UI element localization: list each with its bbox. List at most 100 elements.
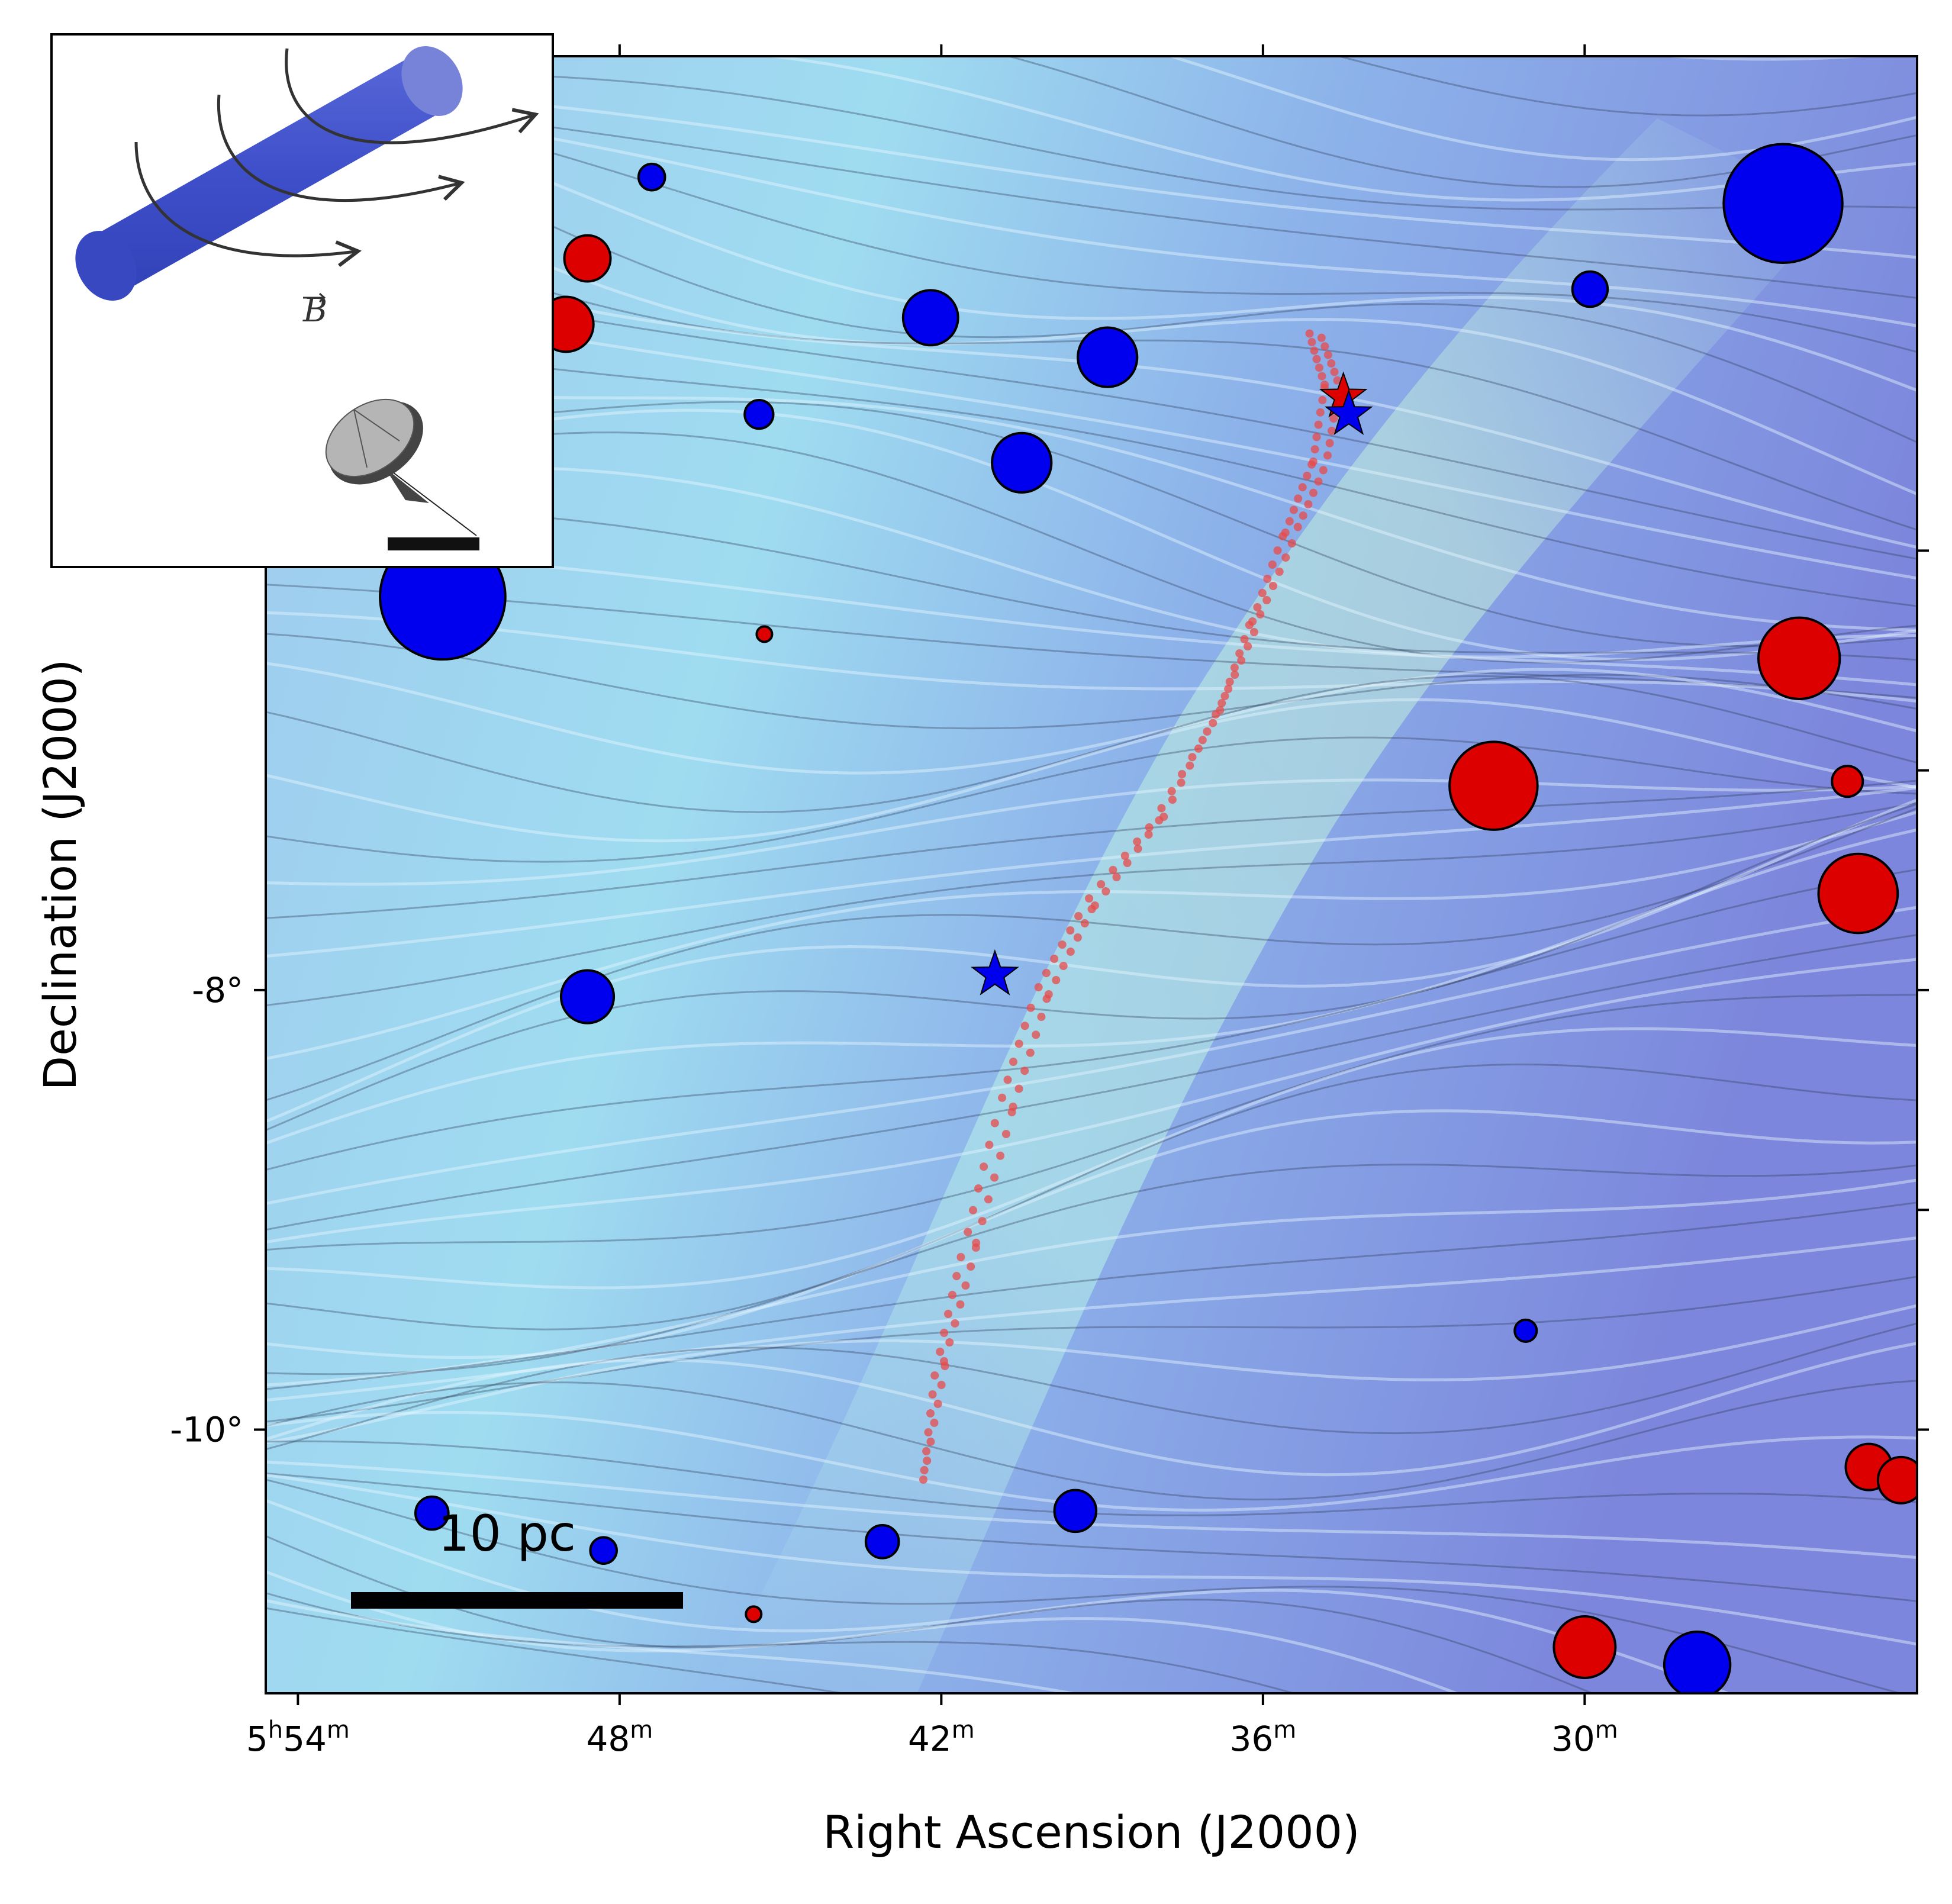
filament-dot (956, 1300, 965, 1309)
filament-dot (1307, 338, 1316, 346)
filament-dot (1052, 976, 1061, 984)
filament-dot (1133, 845, 1142, 853)
filament-dot (1235, 649, 1244, 658)
streamline (266, 633, 1917, 730)
streamline (266, 1063, 1917, 1330)
filament-dot (952, 1272, 961, 1280)
filament-dot (1009, 1103, 1017, 1111)
filament-dot (1273, 546, 1282, 555)
streamline (266, 810, 1917, 1061)
streamline (266, 1535, 1595, 1693)
filament-dot (998, 1093, 1007, 1102)
y-tick-label: -8° (192, 970, 243, 1010)
filament-dot (964, 1228, 972, 1236)
filament-dot (933, 1400, 942, 1408)
filament-dot (1167, 787, 1176, 795)
filament-dot (1275, 568, 1284, 576)
filament-dot (1256, 610, 1265, 618)
streamline (266, 1164, 1917, 1375)
filament-dot (990, 1119, 999, 1127)
filament-dot (1009, 1058, 1017, 1066)
filament-dot (1225, 678, 1234, 686)
filament-dot (945, 1338, 954, 1346)
y-tick-label: -10° (170, 1409, 243, 1449)
streamline (266, 1570, 1461, 1693)
filament (919, 329, 1342, 1484)
filament-dot (1026, 1003, 1035, 1012)
filament-dot (1248, 617, 1257, 626)
streamline (266, 1342, 1917, 1477)
filament-dot (1310, 346, 1319, 355)
inset-frame (50, 33, 554, 568)
filament-dot (1085, 894, 1094, 903)
scale-bar-label: 10 pc (438, 1504, 576, 1562)
filament-dot (1325, 439, 1334, 447)
streamline (266, 1478, 1903, 1693)
streamline (266, 828, 1917, 1145)
streamline (266, 786, 1917, 958)
axis-tick-labels: 5h54m 48m 42m 36m 30m -8° -10° (170, 970, 1618, 1759)
filament-glow-band (710, 118, 1835, 1693)
blue-circle-marker (1722, 143, 1844, 264)
filament-dot (919, 1475, 927, 1484)
inset-panel: B (50, 33, 554, 568)
filament-dot (1281, 529, 1290, 537)
blue-star-marker (1324, 389, 1373, 435)
streamline (266, 1473, 1917, 1602)
streamline (266, 994, 1917, 1251)
streamline (266, 56, 1917, 202)
filament-dot (1304, 500, 1313, 508)
filament-dot (1230, 663, 1239, 672)
blue-circle-marker (1663, 1631, 1732, 1693)
filament-dot (1249, 628, 1258, 636)
blue-circle-marker (864, 1523, 900, 1560)
blue-circle-marker (414, 1495, 450, 1531)
filament-dot (1294, 494, 1303, 503)
filament-dot (1327, 359, 1336, 368)
filament-dot (1314, 420, 1323, 429)
filament-dot (1074, 912, 1083, 920)
filament-dot (984, 1195, 993, 1204)
streamline (266, 698, 1917, 843)
streamline (266, 934, 1917, 1231)
filament-dot (924, 1428, 933, 1436)
scale-bar: 10 pc (351, 1504, 683, 1609)
streamline (266, 1473, 1917, 1646)
filament-dot (1198, 736, 1207, 745)
filament-dot (1237, 656, 1246, 665)
filament-dot (928, 1390, 937, 1399)
filament-dot (1145, 823, 1154, 832)
blue-circle-marker (589, 1536, 618, 1565)
filament-dot (1026, 1048, 1035, 1057)
blue-star-marker (971, 949, 1019, 996)
filament-dot (930, 1419, 939, 1427)
filament-dot (922, 1447, 931, 1455)
blue-circle-marker (743, 399, 775, 430)
filament-dot (1323, 451, 1332, 460)
filament-dot (936, 1348, 945, 1356)
filament-dot (1309, 488, 1318, 497)
filament-dot (1258, 589, 1267, 597)
filament-dot (1262, 596, 1271, 604)
filament-dot (1299, 511, 1307, 520)
blue-circle-marker (1571, 270, 1609, 308)
filament-dot (948, 1291, 956, 1299)
streamline (266, 1599, 1081, 1693)
filament-dot (920, 1466, 929, 1474)
filament-dot (1066, 926, 1075, 935)
filament-dot (1317, 333, 1326, 342)
filament-dot (985, 1141, 994, 1149)
x-axis-label: Right Ascension (J2000) (823, 1806, 1360, 1858)
filament-dot (1090, 901, 1099, 910)
filament-dot (1157, 804, 1166, 813)
filament-dot (1329, 414, 1338, 423)
filament-dot (1020, 1022, 1029, 1030)
streamline (266, 803, 1917, 1132)
streamline (266, 611, 1917, 703)
scale-bar-line (351, 1592, 683, 1609)
filament-dot (1168, 795, 1177, 804)
filament-dot (1178, 770, 1187, 778)
filament-dot (926, 1438, 935, 1446)
x-tick-label: 42m (908, 1716, 975, 1759)
filament-dot (944, 1310, 952, 1318)
